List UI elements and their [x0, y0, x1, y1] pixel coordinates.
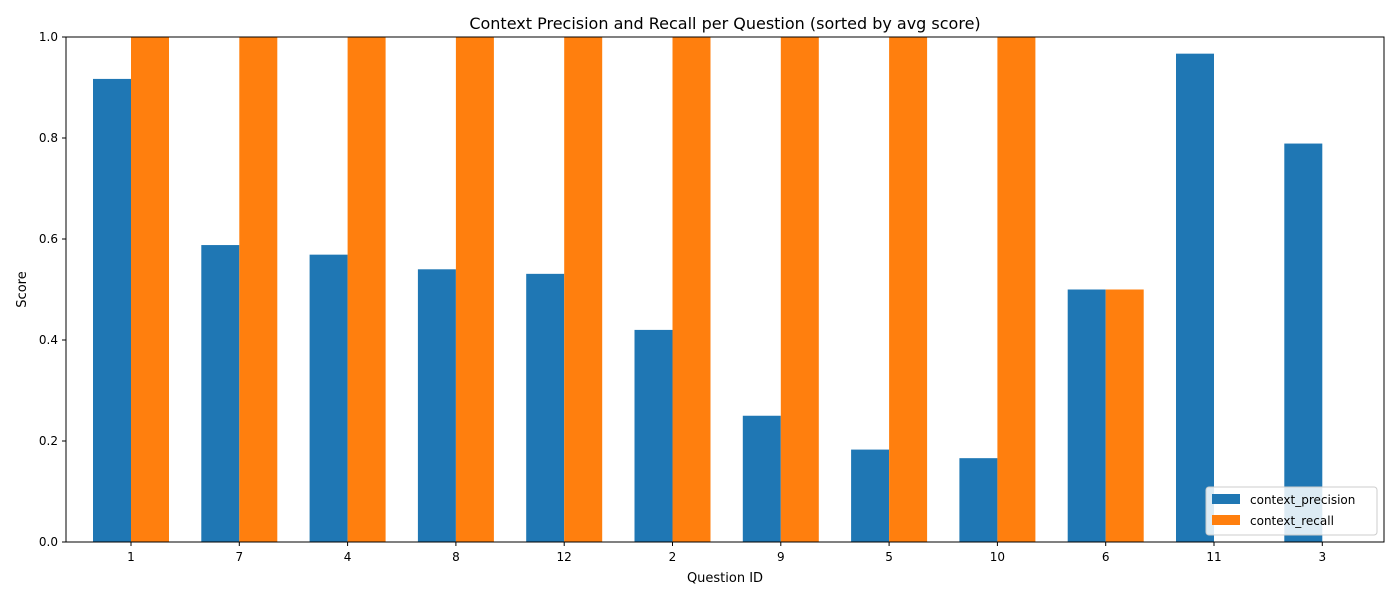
y-tick-label: 0.8	[39, 131, 58, 145]
bar-context-precision-q9	[742, 415, 781, 542]
x-tick-label: 3	[1318, 550, 1326, 564]
y-axis: 0.0 0.2 0.4 0.6 0.8 1.0	[39, 30, 66, 549]
y-tick-label: 0.6	[39, 232, 58, 246]
x-tick-label: 1	[127, 550, 135, 564]
bar-context-precision-q2	[634, 329, 673, 542]
bar-context-precision-q4	[309, 254, 348, 542]
bar-context-recall-q2	[672, 37, 711, 542]
x-tick-label: 9	[777, 550, 785, 564]
bar-context-recall-q10	[997, 37, 1036, 542]
legend-swatch-context-precision	[1212, 494, 1240, 504]
y-tick-label: 0.0	[39, 535, 58, 549]
x-tick-label: 8	[452, 550, 460, 564]
x-tick-label: 7	[235, 550, 243, 564]
bar-context-recall-q6	[1105, 289, 1144, 542]
x-tick-label: 12	[557, 550, 572, 564]
x-tick-label: 11	[1206, 550, 1221, 564]
bar-context-precision-q8	[417, 269, 456, 542]
chart-title: Context Precision and Recall per Questio…	[469, 14, 980, 33]
x-tick-label: 4	[344, 550, 352, 564]
x-tick-label: 6	[1102, 550, 1110, 564]
x-axis-label: Question ID	[687, 571, 763, 586]
bar-context-precision-q12	[526, 273, 565, 542]
bar-context-recall-q12	[564, 37, 603, 542]
plot-frame	[65, 36, 1385, 543]
x-tick-label: 2	[669, 550, 677, 564]
y-tick-label: 1.0	[39, 30, 58, 44]
bar-context-precision-q5	[851, 449, 890, 542]
y-tick-label: 0.2	[39, 434, 58, 448]
bar-context-precision-q3	[1284, 143, 1323, 542]
bar-context-recall-q5	[889, 37, 928, 542]
y-axis-label: Score	[15, 271, 30, 307]
x-tick-label: 10	[990, 550, 1005, 564]
bar-context-precision-q1	[93, 78, 131, 542]
bar-context-recall-q8	[455, 37, 494, 542]
bar-context-recall-q7	[239, 37, 278, 542]
legend-label-context-recall: context_recall	[1250, 514, 1334, 528]
bar-context-precision-q6	[1067, 289, 1106, 542]
bar-context-precision-q10	[959, 458, 998, 542]
bar-context-precision-q7	[201, 245, 240, 542]
x-axis: 1 7 4 8 12 2 9 5 10 6 11 3	[127, 542, 1326, 564]
legend-label-context-precision: context_precision	[1250, 493, 1355, 507]
bar-context-recall-q4	[347, 37, 386, 542]
x-tick-label: 5	[885, 550, 893, 564]
legend-box	[1205, 486, 1378, 536]
legend-swatch-context-recall	[1212, 515, 1240, 525]
bar-context-recall-q9	[780, 37, 819, 542]
legend: context_precision context_recall	[1205, 486, 1378, 536]
bar-context-precision-q11	[1176, 53, 1214, 542]
bar-context-recall-q1	[131, 37, 169, 542]
y-tick-label: 0.4	[39, 333, 58, 347]
bars-group	[93, 37, 1323, 542]
